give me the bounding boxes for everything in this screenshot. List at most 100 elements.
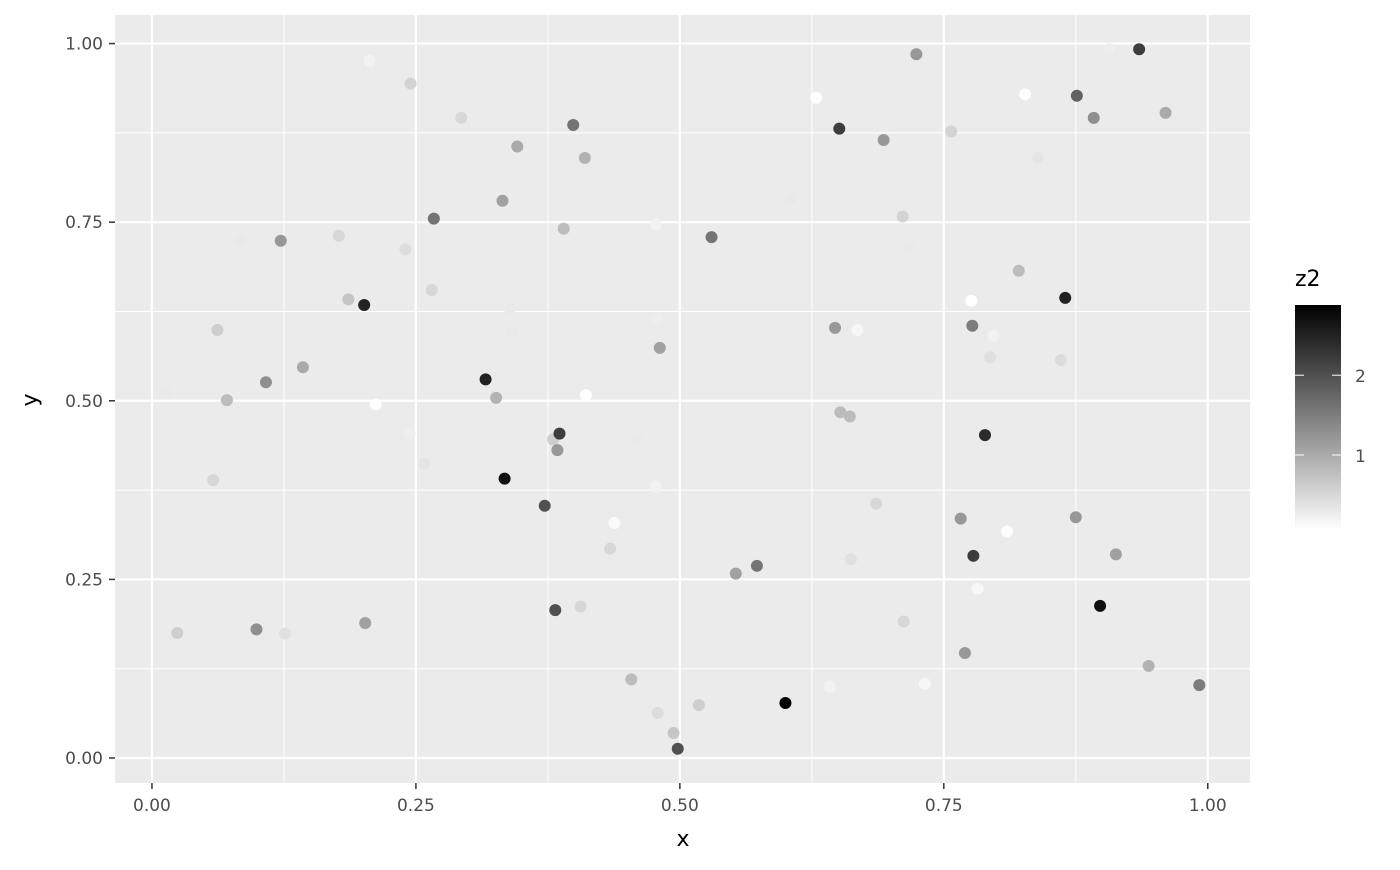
data-point: [967, 549, 980, 562]
data-point: [870, 497, 883, 510]
data-point: [651, 706, 664, 719]
data-point: [945, 125, 958, 138]
x-tick-label: 0.00: [133, 796, 171, 816]
data-point: [427, 212, 440, 225]
data-point: [505, 326, 518, 339]
data-point: [503, 302, 516, 315]
data-point: [479, 373, 492, 386]
data-point: [418, 457, 431, 470]
data-point: [896, 210, 909, 223]
data-point: [784, 192, 797, 205]
data-point: [750, 559, 763, 572]
data-point: [369, 398, 382, 411]
data-point: [779, 696, 792, 709]
x-tick-label: 1.00: [1189, 796, 1227, 816]
x-tick-label: 0.50: [661, 796, 699, 816]
data-point: [207, 474, 220, 487]
data-point: [567, 119, 580, 132]
data-point: [984, 351, 997, 364]
x-axis-title: x: [676, 827, 689, 852]
data-point: [211, 324, 224, 337]
data-point: [553, 427, 566, 440]
data-point: [359, 616, 372, 629]
x-tick-label: 0.75: [925, 796, 963, 816]
data-point: [404, 77, 417, 90]
y-tick-label: 0.00: [65, 749, 103, 769]
y-axis-title: y: [18, 393, 43, 406]
data-point: [851, 324, 864, 337]
data-point: [1012, 264, 1025, 277]
data-point: [578, 151, 591, 164]
data-point: [220, 394, 233, 407]
data-point: [910, 48, 923, 61]
data-point: [1094, 599, 1107, 612]
colorbar: [1295, 305, 1341, 530]
data-point: [557, 222, 570, 235]
data-point: [833, 122, 846, 135]
data-point: [511, 140, 524, 153]
data-point: [604, 542, 617, 555]
data-point: [625, 673, 638, 686]
data-point: [630, 433, 643, 446]
data-point: [918, 677, 931, 690]
legend-title: z2: [1295, 267, 1321, 292]
data-point: [829, 321, 842, 334]
data-point: [425, 284, 438, 297]
legend-tick-label: 2: [1355, 367, 1366, 387]
plot-panel: [115, 15, 1250, 783]
data-point: [234, 234, 247, 247]
data-point: [358, 299, 371, 312]
data-point: [1087, 111, 1100, 124]
y-tick-label: 0.75: [65, 213, 103, 233]
data-point: [403, 427, 416, 440]
axes: 0.00 0.25 0.50 0.75 1.00 0.00 0.25 0.50 0.75 1.00: [65, 35, 1227, 816]
data-point: [1103, 43, 1116, 56]
data-point: [692, 699, 705, 712]
data-point: [259, 376, 272, 389]
data-point: [965, 294, 978, 307]
data-point: [551, 444, 564, 457]
data-point: [987, 329, 1000, 342]
data-point: [579, 389, 592, 402]
data-point: [897, 615, 910, 628]
data-point: [496, 194, 509, 207]
legend-tick-label: 1: [1355, 447, 1366, 467]
data-point: [844, 553, 857, 566]
data-point: [729, 567, 742, 580]
data-point: [1142, 659, 1155, 672]
y-tick-label: 1.00: [65, 35, 103, 55]
data-point: [650, 313, 663, 326]
data-point: [171, 626, 184, 639]
data-point: [954, 512, 967, 525]
data-point: [1001, 525, 1014, 538]
y-tick-label: 0.50: [65, 392, 103, 412]
data-point: [538, 499, 551, 512]
data-point: [902, 241, 915, 254]
data-point: [958, 646, 971, 659]
data-point: [834, 406, 847, 419]
data-point: [1070, 89, 1083, 102]
data-point: [1069, 511, 1082, 524]
data-point: [649, 480, 662, 493]
data-point: [1133, 43, 1146, 56]
data-point: [1159, 106, 1172, 119]
data-point: [978, 429, 991, 442]
data-point: [455, 111, 468, 124]
data-point: [667, 726, 680, 739]
data-point: [1031, 151, 1044, 164]
legend: z2 1 2: [1295, 267, 1366, 530]
data-point: [971, 582, 984, 595]
data-point: [649, 218, 662, 231]
data-point: [823, 680, 836, 693]
grid-lines: [115, 15, 1250, 783]
data-point: [274, 234, 287, 247]
data-point: [810, 91, 823, 104]
data-point: [363, 54, 376, 67]
data-point: [1109, 548, 1122, 561]
data-points: [159, 43, 1206, 755]
data-point: [1055, 354, 1068, 367]
data-point: [1019, 88, 1032, 101]
data-point: [498, 472, 511, 485]
data-point: [574, 600, 587, 613]
